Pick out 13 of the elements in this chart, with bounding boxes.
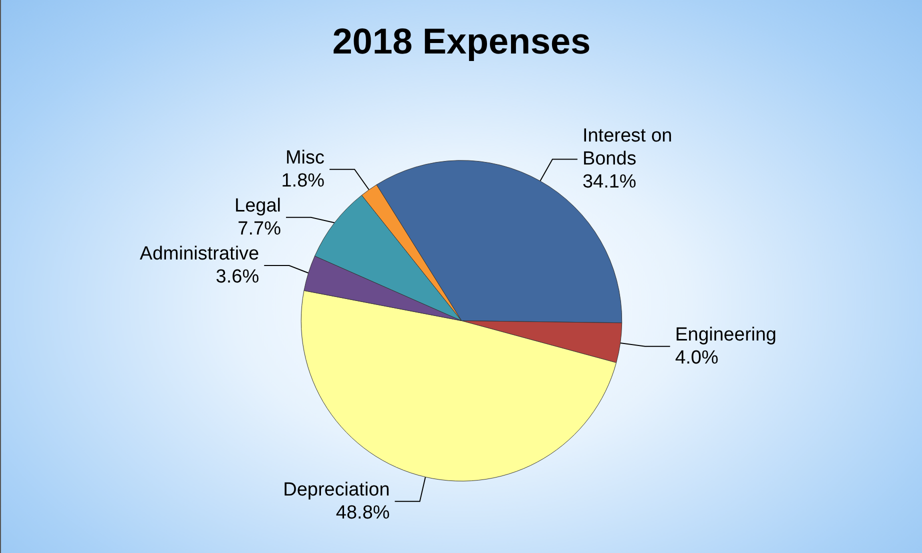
slice-label: Engineering	[675, 324, 777, 346]
slice-label: Depreciation	[283, 479, 390, 500]
slice-label: Interest on Bonds	[582, 126, 678, 170]
data-label: 48.8%	[336, 502, 390, 524]
data-label: 7.7%	[238, 218, 282, 240]
slice-label: Administrative	[140, 244, 260, 265]
data-label: 1.8%	[281, 170, 325, 192]
slice-label: Misc	[285, 147, 325, 168]
chart-title: 2018 Expenses	[332, 20, 591, 62]
data-label: 3.6%	[216, 266, 260, 288]
slice-label: Legal	[234, 195, 281, 216]
data-label: 34.1%	[582, 172, 636, 193]
data-label: 4.0%	[675, 347, 718, 368]
